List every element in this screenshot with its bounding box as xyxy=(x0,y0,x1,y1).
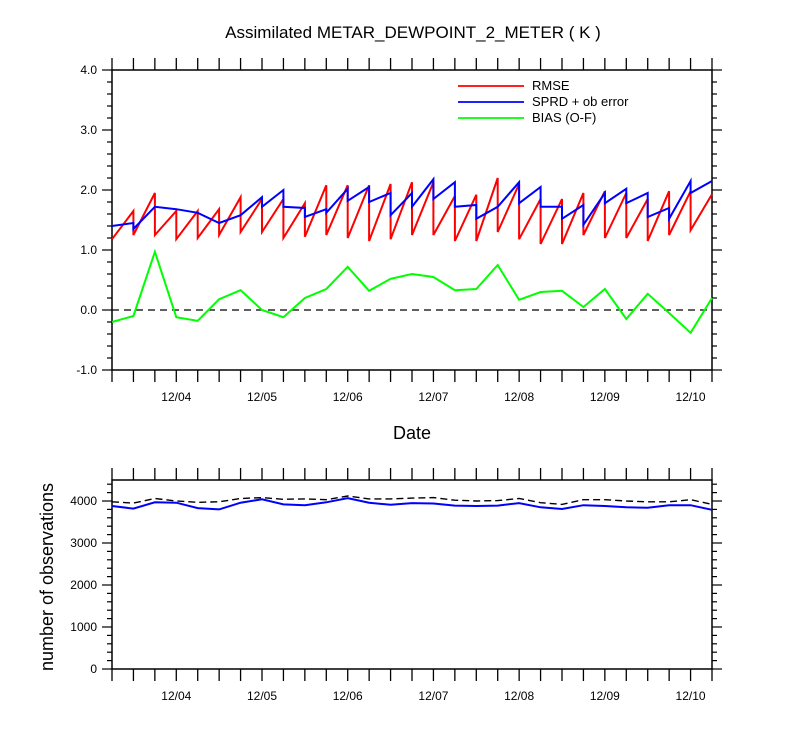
y-tick-label: 1000 xyxy=(70,620,97,634)
x-tick-label: 12/10 xyxy=(676,689,706,703)
y-tick-label: 2.0 xyxy=(80,183,97,197)
x-tick-label: 12/06 xyxy=(333,390,363,404)
series-line-possible xyxy=(111,495,713,506)
x-tick-label: 12/10 xyxy=(676,390,706,404)
x-tick-label: 12/09 xyxy=(590,390,620,404)
x-tick-label: 12/06 xyxy=(333,689,363,703)
y-tick-label: 0 xyxy=(90,662,97,676)
series-line-assimilated xyxy=(111,497,713,511)
x-tick-label: 12/07 xyxy=(418,689,448,703)
x-tick-label: 12/04 xyxy=(161,390,191,404)
y-tick-label: 3.0 xyxy=(80,123,97,137)
y-tick-label: 0.0 xyxy=(80,303,97,317)
x-tick-label: 12/08 xyxy=(504,390,534,404)
x-tick-label: 12/04 xyxy=(161,689,191,703)
y-axis-label-observations: number of observations xyxy=(37,483,57,671)
x-tick-label: 12/05 xyxy=(247,689,277,703)
x-tick-label: 12/08 xyxy=(504,689,534,703)
y-tick-label: -1.0 xyxy=(76,363,97,377)
bottom-panel: 12/04 12/05 12/06 12/07 12/08 12/09 12/10 0 1000… xyxy=(70,468,722,703)
chart-title: Assimilated METAR_DEWPOINT_2_METER ( K ) xyxy=(225,23,601,42)
series-line-sprd-ob-error xyxy=(111,176,713,232)
legend-label-rmse: RMSE xyxy=(532,78,570,93)
series-line-bias-o-f xyxy=(111,248,713,335)
y-tick-label: 4.0 xyxy=(80,63,97,77)
x-tick-label: 12/09 xyxy=(590,689,620,703)
y-tick-label: 2000 xyxy=(70,578,97,592)
x-tick-label: 12/05 xyxy=(247,390,277,404)
x-tick-label: 12/07 xyxy=(418,390,448,404)
x-axis-label: Date xyxy=(393,423,431,443)
legend-label-bias-o-f: BIAS (O-F) xyxy=(532,110,596,125)
series-line-rmse xyxy=(111,177,713,245)
y-tick-label: 4000 xyxy=(70,494,97,508)
top-panel: 12/04 12/05 12/06 12/07 12/08 12/09 12/10 -1.0 0… xyxy=(76,58,722,404)
y-tick-label: 3000 xyxy=(70,536,97,550)
y-tick-label: 1.0 xyxy=(80,243,97,257)
legend-label-sprd-ob-error: SPRD + ob error xyxy=(532,94,629,109)
